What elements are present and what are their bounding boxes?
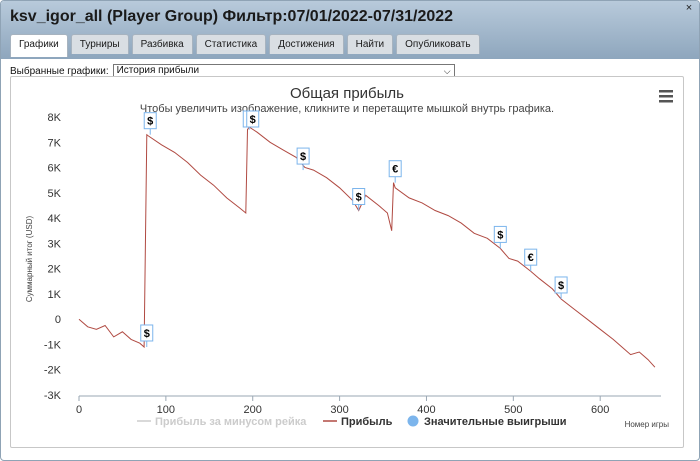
legend-profit-label[interactable]: Прибыль xyxy=(341,416,393,428)
y-tick-label: 4K xyxy=(48,213,62,225)
flag-box xyxy=(554,276,568,294)
big-win-flag[interactable]: $ xyxy=(140,324,154,347)
x-tick-label: 0 xyxy=(76,404,82,416)
x-tick-label: 200 xyxy=(244,404,262,416)
flag-box xyxy=(143,112,157,130)
flag-box xyxy=(493,225,507,243)
big-win-flag[interactable]: $ xyxy=(554,276,568,299)
y-tick-label: 8K xyxy=(48,112,62,124)
big-win-flag[interactable]: $ xyxy=(493,225,507,249)
chevron-down-icon: ⌵ xyxy=(443,66,451,76)
tab-publish[interactable]: Опубликовать xyxy=(396,34,480,54)
flag-box xyxy=(246,110,260,128)
big-win-flag[interactable]: $ xyxy=(143,112,157,135)
x-tick-label: 500 xyxy=(504,404,522,416)
flag-symbol: $ xyxy=(558,280,564,292)
chart-container[interactable]: Общая прибыль Чтобы увеличить изображени… xyxy=(10,76,684,448)
legend: Прибыль за минусом рейка Прибыль Значите… xyxy=(137,415,567,428)
chart-subtitle: Чтобы увеличить изображение, кликните и … xyxy=(140,103,554,115)
flag-box xyxy=(524,248,538,266)
flag-symbol: $ xyxy=(144,328,150,340)
profit-chart[interactable]: Общая прибыль Чтобы увеличить изображени… xyxy=(11,77,683,447)
legend-bigwin-label[interactable]: Значительные выигрыши xyxy=(424,416,567,428)
tab-bar: Графики Турниры Разбивка Статистика Дост… xyxy=(10,34,483,57)
y-tick-label: -3K xyxy=(44,390,62,402)
y-axis-ticks: -3K -2K -1K 0 1K 2K 3K 4K 5K 6K 7K 8K xyxy=(44,112,62,402)
y-axis-label: Суммарный итог (USD) xyxy=(25,216,34,303)
tab-graphs[interactable]: Графики xyxy=(10,34,68,57)
flag-box xyxy=(352,188,366,206)
tab-find[interactable]: Найти xyxy=(346,34,394,54)
flag-symbol: $ xyxy=(147,116,153,128)
tab-breakdown[interactable]: Разбивка xyxy=(131,34,193,54)
x-axis-label: Номер игры xyxy=(625,420,670,429)
x-tick-label: 300 xyxy=(330,404,348,416)
y-tick-label: 1K xyxy=(48,289,62,301)
flag-box xyxy=(388,160,402,178)
tab-statistics[interactable]: Статистика xyxy=(195,34,267,54)
big-win-flags: $$$$$$€$€$ xyxy=(140,110,568,347)
graph-selector-label: Выбранные графики: xyxy=(10,65,109,77)
y-tick-label: 3K xyxy=(48,238,62,250)
tab-tournaments[interactable]: Турниры xyxy=(70,34,129,54)
flag-symbol: $ xyxy=(300,151,306,163)
x-axis-ticks: 0 100 200 300 400 500 600 xyxy=(76,396,609,416)
flag-symbol: $ xyxy=(250,114,256,126)
close-icon[interactable]: × xyxy=(685,2,693,14)
flag-symbol: € xyxy=(392,164,398,176)
legend-bigwin-swatch xyxy=(407,415,419,427)
y-tick-label: 5K xyxy=(48,188,62,200)
title-bar: ksv_igor_all (Player Group) Фильтр:07/01… xyxy=(1,1,699,59)
big-win-flag[interactable]: $ xyxy=(246,110,260,128)
big-win-flag[interactable]: € xyxy=(524,248,538,272)
window-title: ksv_igor_all (Player Group) Фильтр:07/01… xyxy=(10,8,454,25)
flag-box xyxy=(296,147,310,165)
big-win-flag[interactable]: $ xyxy=(296,147,310,171)
x-tick-label: 100 xyxy=(157,404,175,416)
chart-title: Общая прибыль xyxy=(290,85,404,102)
flag-symbol: € xyxy=(528,252,534,264)
flag-box xyxy=(140,324,154,342)
y-tick-label: 0 xyxy=(55,314,61,326)
y-tick-label: 7K xyxy=(48,137,62,149)
legend-rake-label[interactable]: Прибыль за минусом рейка xyxy=(155,416,307,428)
x-tick-label: 400 xyxy=(417,404,435,416)
menu-icon[interactable] xyxy=(659,90,673,103)
y-tick-label: -2K xyxy=(44,365,62,377)
profit-series-line xyxy=(78,126,656,368)
y-tick-label: -1K xyxy=(44,339,62,351)
big-win-flag[interactable]: $ xyxy=(352,188,366,211)
graph-select-value: История прибыли xyxy=(116,65,200,76)
big-win-flag[interactable]: € xyxy=(388,160,402,183)
y-tick-label: 6K xyxy=(48,163,62,175)
tab-achievements[interactable]: Достижения xyxy=(269,34,344,54)
y-tick-label: 2K xyxy=(48,264,62,276)
x-tick-label: 600 xyxy=(591,404,609,416)
flag-symbol: $ xyxy=(356,192,362,204)
flag-symbol: $ xyxy=(497,229,503,241)
